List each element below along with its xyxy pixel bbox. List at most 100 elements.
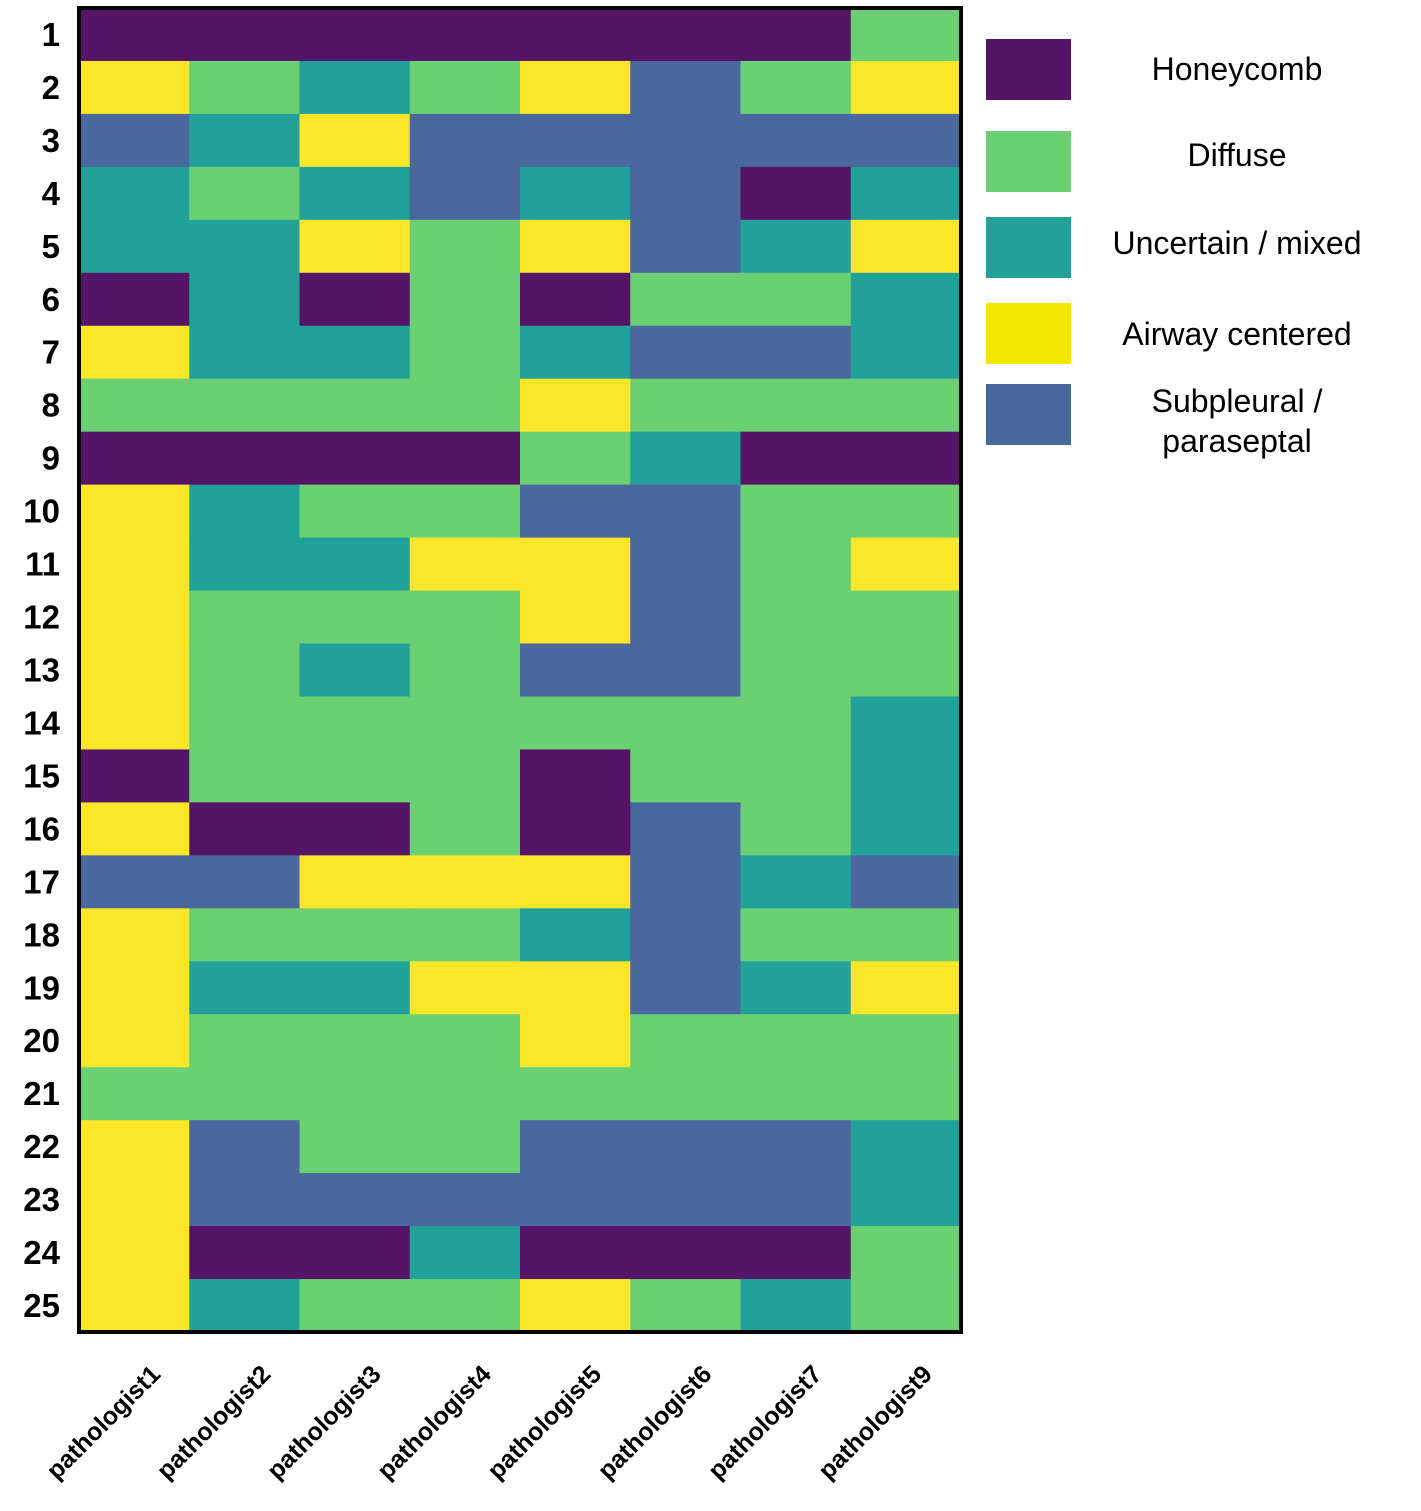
heatmap-cell-r18-pathologist9: [850, 908, 962, 962]
heatmap-cell-r14-pathologist4: [409, 696, 521, 751]
heatmap-cell-r19-pathologist9: [850, 961, 962, 1015]
heatmap-cell-r14-pathologist1: [79, 696, 190, 751]
heatmap-cell-r1-pathologist5: [520, 8, 631, 62]
row-label-12: 12: [23, 599, 60, 636]
heatmap-cell-r22-pathologist1: [79, 1120, 190, 1174]
heatmap-cell-r15-pathologist5: [520, 749, 631, 803]
row-label-7: 7: [42, 334, 60, 371]
heatmap-cell-r24-pathologist7: [740, 1226, 852, 1280]
heatmap-cell-r6-pathologist9: [850, 272, 962, 327]
heatmap-cell-r24-pathologist1: [79, 1226, 190, 1280]
heatmap-cell-r19-pathologist6: [630, 961, 742, 1015]
heatmap-cell-r7-pathologist7: [740, 325, 852, 380]
heatmap-cell-r25-pathologist7: [740, 1279, 852, 1333]
heatmap-cell-r9-pathologist1: [79, 431, 190, 486]
heatmap-cell-r8-pathologist1: [79, 378, 190, 433]
heatmap-cell-r4-pathologist9: [850, 166, 962, 221]
heatmap-cell-r15-pathologist7: [740, 749, 852, 803]
heatmap-cell-r25-pathologist5: [520, 1279, 631, 1333]
row-label-2: 2: [42, 69, 60, 106]
heatmap-cell-r16-pathologist7: [740, 802, 852, 856]
heatmap-cell-r3-pathologist9: [850, 113, 962, 168]
column-label-pathologist7: pathologist7: [703, 1360, 828, 1485]
row-label-20: 20: [23, 1022, 60, 1059]
heatmap-cell-r20-pathologist5: [520, 1014, 631, 1068]
heatmap-cell-r12-pathologist5: [520, 590, 631, 645]
heatmap-cell-r21-pathologist3: [299, 1067, 411, 1121]
legend-swatch-A: [986, 303, 1071, 364]
heatmap-cell-r5-pathologist3: [299, 219, 411, 274]
heatmap-cell-r11-pathologist3: [299, 537, 411, 592]
legend-label-A: Airway centered: [1122, 316, 1351, 352]
heatmap-cell-r14-pathologist5: [520, 696, 631, 751]
heatmap-cell-r13-pathologist2: [189, 643, 301, 698]
heatmap-cell-r8-pathologist5: [520, 378, 631, 433]
heatmap-cell-r20-pathologist4: [409, 1014, 521, 1068]
heatmap-cell-r20-pathologist1: [79, 1014, 190, 1068]
heatmap-cell-r3-pathologist4: [409, 113, 521, 168]
heatmap-cell-r10-pathologist4: [409, 484, 521, 539]
heatmap-cell-r21-pathologist4: [409, 1067, 521, 1121]
heatmap-cell-r1-pathologist4: [409, 8, 521, 62]
heatmap-cell-r10-pathologist9: [850, 484, 962, 539]
heatmap-cell-r19-pathologist3: [299, 961, 411, 1015]
heatmap-cell-r20-pathologist6: [630, 1014, 742, 1068]
heatmap-cell-r23-pathologist7: [740, 1173, 852, 1227]
row-label-19: 19: [23, 969, 60, 1006]
heatmap-cell-r15-pathologist9: [850, 749, 962, 803]
heatmap-cell-r21-pathologist9: [850, 1067, 962, 1121]
heatmap-cell-r17-pathologist6: [630, 855, 742, 909]
heatmap-cell-r6-pathologist7: [740, 272, 852, 327]
heatmap-cell-r21-pathologist5: [520, 1067, 631, 1121]
heatmap-cell-r15-pathologist2: [189, 749, 301, 803]
heatmap-cell-r1-pathologist7: [740, 8, 852, 62]
legend-swatch-S: [986, 384, 1071, 445]
heatmap-cell-r10-pathologist6: [630, 484, 742, 539]
heatmap-cell-r20-pathologist2: [189, 1014, 301, 1068]
heatmap-cell-r14-pathologist9: [850, 696, 962, 751]
legend-label-H: Honeycomb: [1152, 51, 1323, 87]
row-label-17: 17: [23, 863, 60, 900]
heatmap-cell-r14-pathologist2: [189, 696, 301, 751]
heatmap-cell-r2-pathologist5: [520, 60, 631, 115]
row-label-1: 1: [42, 16, 60, 53]
heatmap-cell-r22-pathologist9: [850, 1120, 962, 1174]
heatmap-cell-r18-pathologist2: [189, 908, 301, 962]
heatmap-cell-r17-pathologist3: [299, 855, 411, 909]
heatmap-cell-r3-pathologist5: [520, 113, 631, 168]
column-label-pathologist4: pathologist4: [372, 1360, 497, 1485]
heatmap-cell-r7-pathologist6: [630, 325, 742, 380]
heatmap-cell-r4-pathologist5: [520, 166, 631, 221]
heatmap-cell-r11-pathologist4: [409, 537, 521, 592]
heatmap-cell-r9-pathologist5: [520, 431, 631, 486]
row-label-15: 15: [23, 757, 60, 794]
heatmap-cell-r19-pathologist1: [79, 961, 190, 1015]
heatmap-cell-r9-pathologist9: [850, 431, 962, 486]
heatmap-cell-r5-pathologist5: [520, 219, 631, 274]
heatmap-cell-r25-pathologist9: [850, 1279, 962, 1333]
heatmap-cell-r9-pathologist3: [299, 431, 411, 486]
heatmap-cell-r8-pathologist9: [850, 378, 962, 433]
heatmap-cell-r4-pathologist3: [299, 166, 411, 221]
row-label-4: 4: [42, 175, 61, 212]
heatmap-cell-r3-pathologist6: [630, 113, 742, 168]
heatmap-cell-r5-pathologist4: [409, 219, 521, 274]
heatmap-cell-r7-pathologist2: [189, 325, 301, 380]
heatmap-cell-r20-pathologist7: [740, 1014, 852, 1068]
heatmap-cell-r13-pathologist3: [299, 643, 411, 698]
heatmap-cell-r3-pathologist3: [299, 113, 411, 168]
column-labels: pathologist1pathologist2pathologist3path…: [41, 1360, 938, 1485]
heatmap-cell-r19-pathologist2: [189, 961, 301, 1015]
column-label-pathologist3: pathologist3: [262, 1360, 387, 1485]
heatmap-cell-r21-pathologist6: [630, 1067, 742, 1121]
heatmap-cell-r8-pathologist3: [299, 378, 411, 433]
heatmap-cell-r4-pathologist1: [79, 166, 190, 221]
row-label-23: 23: [23, 1181, 60, 1218]
heatmap-cell-r8-pathologist4: [409, 378, 521, 433]
heatmap-cell-r12-pathologist1: [79, 590, 190, 645]
heatmap-cell-r17-pathologist4: [409, 855, 521, 909]
heatmap-cell-r13-pathologist9: [850, 643, 962, 698]
heatmap-cell-r1-pathologist6: [630, 8, 742, 62]
heatmap-cell-r5-pathologist9: [850, 219, 962, 274]
